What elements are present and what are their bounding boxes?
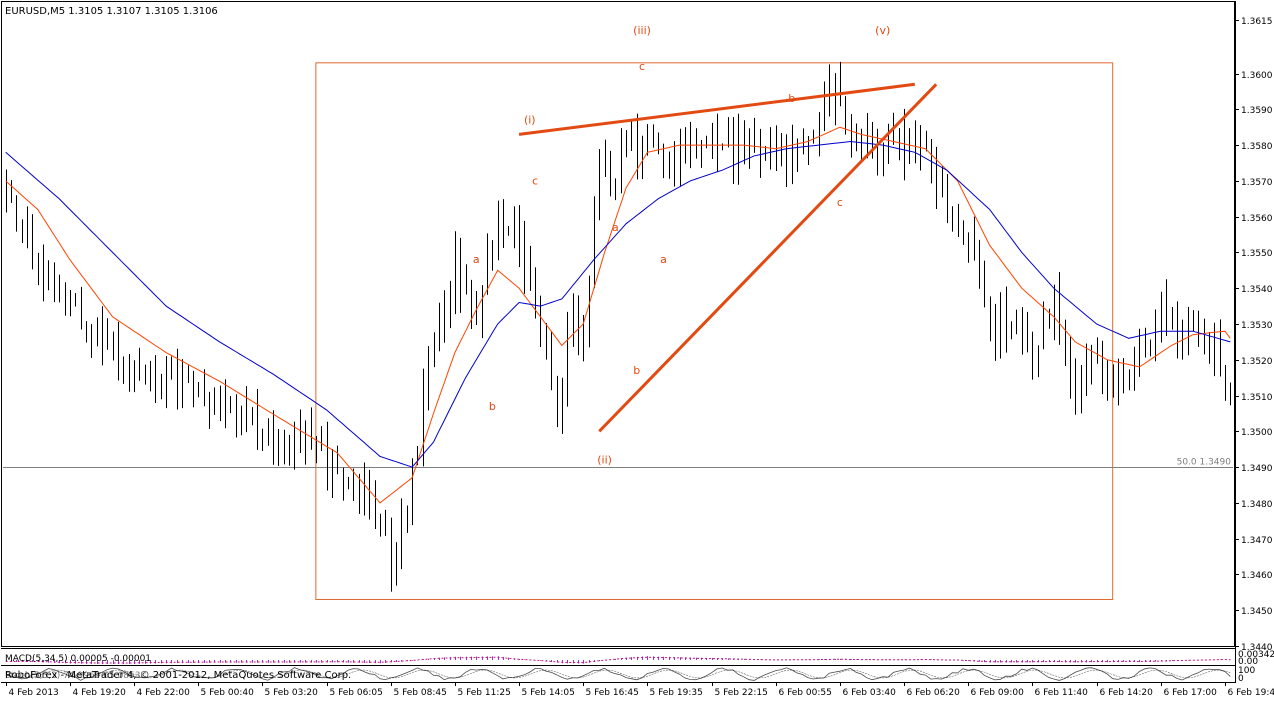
x-tick-label: 5 Feb 11:25 [458, 688, 511, 698]
y-tick-label: 1.3460 [1241, 571, 1273, 581]
wave-label: (ii) [597, 454, 612, 467]
wave-label: (v) [875, 24, 890, 37]
y-tick-label: 1.3510 [1241, 393, 1273, 403]
y-tick-label: 1.3560 [1241, 214, 1273, 224]
y-tick-label: 1.3570 [1241, 178, 1273, 188]
y-tick-label: 1.3450 [1241, 607, 1273, 617]
x-tick-label: 5 Feb 16:45 [586, 688, 639, 698]
y-tick-label: 1.3550 [1241, 249, 1273, 259]
wave-label: c [639, 60, 645, 73]
y-tick-label: 1.3580 [1241, 142, 1273, 152]
x-tick-label: 6 Feb 11:40 [1035, 688, 1089, 698]
wave-label: b [788, 92, 795, 105]
x-tick-label: 6 Feb 14:20 [1100, 688, 1154, 698]
wave-label: (iii) [633, 24, 651, 37]
y-tick-label: 1.3530 [1241, 321, 1273, 331]
y-tick-label: 1.3490 [1241, 464, 1273, 474]
x-tick-label: 5 Feb 00:40 [201, 688, 255, 698]
x-tick-label: 4 Feb 22:00 [137, 688, 191, 698]
y-tick-label: 1.3500 [1241, 428, 1273, 438]
x-tick-label: 6 Feb 03:40 [843, 688, 897, 698]
wave-label: a [612, 221, 619, 234]
x-tick-label: 5 Feb 14:05 [522, 688, 575, 698]
wave-label: b [489, 400, 496, 413]
y-tick-label: 1.3480 [1241, 500, 1273, 510]
wave-label: a [473, 253, 480, 266]
x-tick-label: 4 Feb 2013 [9, 688, 59, 698]
y-tick-label: 1.3600 [1241, 71, 1273, 81]
x-tick-label: 5 Feb 08:45 [394, 688, 447, 698]
y-tick-label: 1.3590 [1241, 106, 1273, 116]
symbol-header: EURUSD,M5 1.3105 1.3107 1.3105 1.3106 [5, 6, 218, 17]
x-tick-label: 4 Feb 19:20 [73, 688, 127, 698]
copyright-text: RoboForex - MetaTrader 4, © 2001-2012, M… [5, 670, 351, 681]
x-tick-label: 6 Feb 17:00 [1164, 688, 1218, 698]
fibo-level-label: 50.0 1.3490 [1177, 458, 1232, 468]
x-tick-label: 6 Feb 06:20 [907, 688, 961, 698]
wave-label: b [633, 364, 640, 377]
x-tick-label: 6 Feb 09:00 [971, 688, 1025, 698]
x-tick-label: 6 Feb 19:40 [1228, 688, 1274, 698]
y-tick-label: 1.3615 [1241, 17, 1273, 27]
wave-label: c [532, 174, 538, 187]
osc-tick-zero: 0 [1238, 674, 1244, 684]
y-tick-label: 1.3520 [1241, 357, 1273, 367]
wave-label: a [660, 253, 667, 266]
macd-title: MACD(5,34,5) 0.00005 -0.00001 [5, 654, 151, 664]
x-tick-label: 6 Feb 00:55 [779, 688, 832, 698]
y-tick-label: 1.3540 [1241, 285, 1273, 295]
wave-label: (i) [524, 114, 536, 127]
x-tick-label: 5 Feb 22:15 [715, 688, 768, 698]
x-tick-label: 5 Feb 03:20 [265, 688, 319, 698]
x-tick-label: 5 Feb 06:05 [330, 688, 383, 698]
wave-label: c [837, 196, 843, 209]
x-tick-label: 5 Feb 19:35 [650, 688, 703, 698]
y-tick-label: 1.3470 [1241, 536, 1273, 546]
